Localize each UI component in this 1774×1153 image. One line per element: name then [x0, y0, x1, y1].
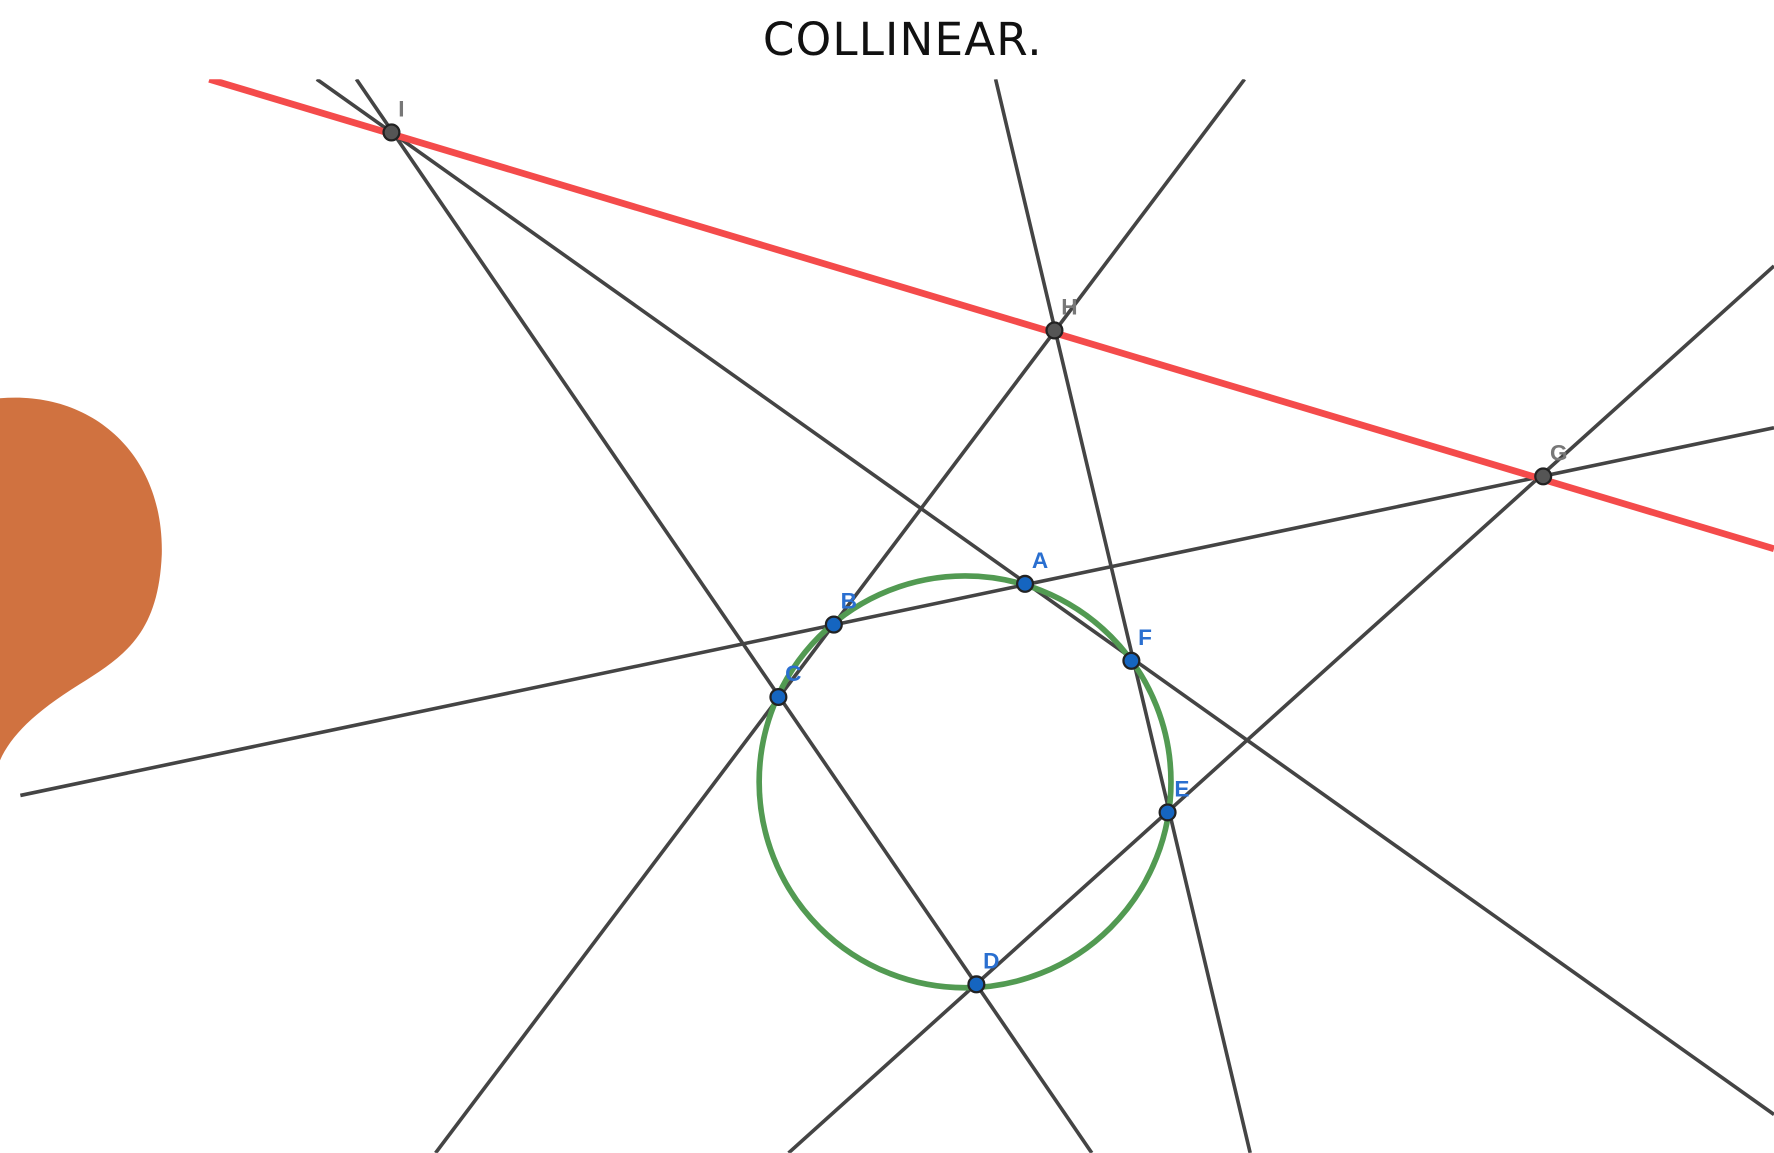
point-label: E — [1174, 777, 1189, 802]
point-label: G — [1550, 441, 1568, 466]
point-label: I — [398, 97, 404, 122]
point-label: D — [983, 949, 999, 974]
point-label: A — [1032, 548, 1048, 573]
point — [1160, 804, 1176, 820]
point-label: F — [1138, 625, 1152, 650]
construction — [20, 79, 1774, 1153]
title: COLLINEAR. — [763, 13, 1043, 66]
line-icd — [356, 79, 1091, 1153]
point — [826, 617, 842, 633]
point — [384, 125, 400, 141]
points: I H G A B C D E F — [384, 97, 1568, 993]
point — [968, 976, 984, 992]
page: COLLINEAR. I H G A B C D E F — [0, 0, 1774, 1153]
point — [770, 689, 786, 705]
line-ia — [317, 79, 1774, 1114]
point-label: B — [841, 589, 857, 614]
decoration-blob — [0, 398, 162, 761]
line-bag — [20, 428, 1774, 796]
circle — [759, 576, 1171, 988]
point — [1047, 323, 1063, 339]
point-label: H — [1061, 295, 1077, 320]
point — [1017, 576, 1033, 592]
point-label: C — [785, 661, 801, 686]
point — [1123, 653, 1139, 669]
point — [1535, 468, 1551, 484]
